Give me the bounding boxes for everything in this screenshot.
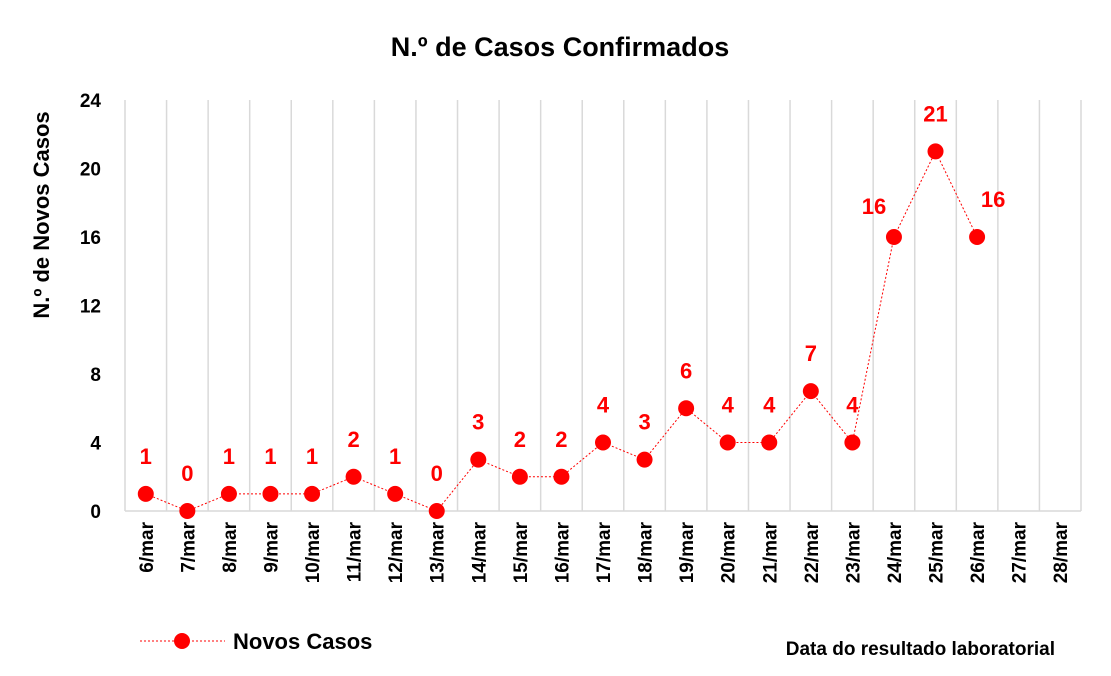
data-label: 4 bbox=[722, 393, 735, 418]
data-point bbox=[678, 400, 695, 417]
data-point bbox=[885, 229, 902, 245]
x-tick-label: 12/mar bbox=[386, 521, 407, 583]
data-label: 1 bbox=[223, 444, 235, 469]
y-tick-label: 8 bbox=[90, 365, 101, 386]
legend: Novos Casos bbox=[140, 629, 372, 654]
data-point bbox=[137, 485, 154, 502]
gridlines bbox=[124, 100, 1082, 512]
x-tick-label: 10/mar bbox=[303, 521, 324, 583]
x-tick-label: 18/mar bbox=[636, 521, 657, 583]
data-point bbox=[470, 451, 487, 468]
data-label: 2 bbox=[555, 427, 567, 452]
x-tick-label: 11/mar bbox=[345, 521, 366, 582]
data-label: 1 bbox=[389, 444, 401, 469]
y-tick-label: 4 bbox=[90, 434, 101, 455]
x-tick-label: 22/mar bbox=[802, 521, 823, 583]
data-label: 3 bbox=[472, 410, 484, 435]
data-label: 7 bbox=[805, 341, 817, 366]
x-tick-label: 13/mar bbox=[428, 521, 449, 583]
data-label: 0 bbox=[431, 461, 443, 486]
data-label: 6 bbox=[680, 358, 692, 383]
y-tick-label: 0 bbox=[90, 502, 101, 523]
chart-title: N.º de Casos Confirmados bbox=[391, 32, 729, 62]
data-point bbox=[511, 468, 528, 485]
data-point bbox=[345, 468, 362, 485]
data-point bbox=[595, 434, 611, 451]
data-label: 3 bbox=[638, 410, 650, 435]
data-point bbox=[719, 434, 736, 451]
x-tick-label: 9/mar bbox=[261, 521, 282, 572]
data-label: 4 bbox=[597, 393, 610, 418]
data-label: 1 bbox=[306, 444, 318, 469]
x-tick-label: 16/mar bbox=[552, 521, 573, 583]
legend-marker bbox=[174, 633, 190, 649]
y-tick-labels: 0 4 8 12 16 20 24 bbox=[80, 91, 102, 523]
data-label: 1 bbox=[140, 444, 152, 469]
x-tick-label: 28/mar bbox=[1051, 521, 1072, 583]
data-point bbox=[802, 383, 819, 400]
x-tick-label: 7/mar bbox=[178, 521, 199, 572]
legend-label: Novos Casos bbox=[233, 629, 372, 654]
x-tick-labels: 6/mar 7/mar 8/mar 9/mar 10/mar 11/mar 12/mar 13… bbox=[137, 521, 1072, 583]
data-point bbox=[553, 468, 570, 485]
x-tick-label: 26/mar bbox=[968, 521, 989, 583]
y-tick-label: 12 bbox=[80, 297, 101, 318]
x-tick-label: 25/mar bbox=[927, 521, 948, 583]
x-tick-label: 8/mar bbox=[220, 521, 241, 572]
data-point bbox=[969, 229, 986, 245]
x-tick-label: 21/mar bbox=[760, 521, 781, 583]
x-tick-label: 24/mar bbox=[885, 521, 906, 583]
y-tick-label: 16 bbox=[80, 228, 101, 249]
data-label: 4 bbox=[846, 393, 859, 418]
series-novos-casos bbox=[137, 143, 986, 519]
data-point bbox=[304, 485, 321, 502]
data-point bbox=[761, 434, 778, 451]
y-axis-label: N.º de Novos Casos bbox=[29, 111, 54, 318]
x-axis-label: Data do resultado laboratorial bbox=[786, 639, 1055, 660]
data-point bbox=[262, 485, 279, 502]
y-tick-label: 24 bbox=[80, 91, 102, 112]
data-label: 4 bbox=[763, 393, 776, 418]
data-point bbox=[927, 143, 944, 160]
data-label: 16 bbox=[862, 194, 886, 219]
data-point bbox=[387, 485, 404, 502]
data-label: 2 bbox=[347, 427, 359, 452]
data-label: 1 bbox=[264, 444, 276, 469]
y-tick-label: 20 bbox=[80, 160, 101, 181]
x-tick-label: 27/mar bbox=[1010, 521, 1031, 583]
x-tick-label: 19/mar bbox=[677, 521, 698, 583]
data-point bbox=[636, 451, 653, 468]
data-label: 2 bbox=[514, 427, 526, 452]
data-point bbox=[220, 485, 237, 502]
data-point bbox=[844, 434, 861, 451]
x-tick-label: 20/mar bbox=[719, 521, 740, 583]
data-point bbox=[428, 503, 445, 519]
x-tick-label: 23/mar bbox=[843, 521, 864, 583]
data-label: 0 bbox=[181, 461, 193, 486]
data-label: 16 bbox=[981, 187, 1005, 212]
x-tick-label: 14/mar bbox=[469, 521, 490, 583]
x-tick-label: 15/mar bbox=[511, 521, 532, 583]
data-point bbox=[179, 503, 196, 519]
data-label: 21 bbox=[923, 101, 947, 126]
x-tick-label: 17/mar bbox=[594, 521, 615, 583]
x-tick-label: 6/mar bbox=[137, 521, 158, 572]
